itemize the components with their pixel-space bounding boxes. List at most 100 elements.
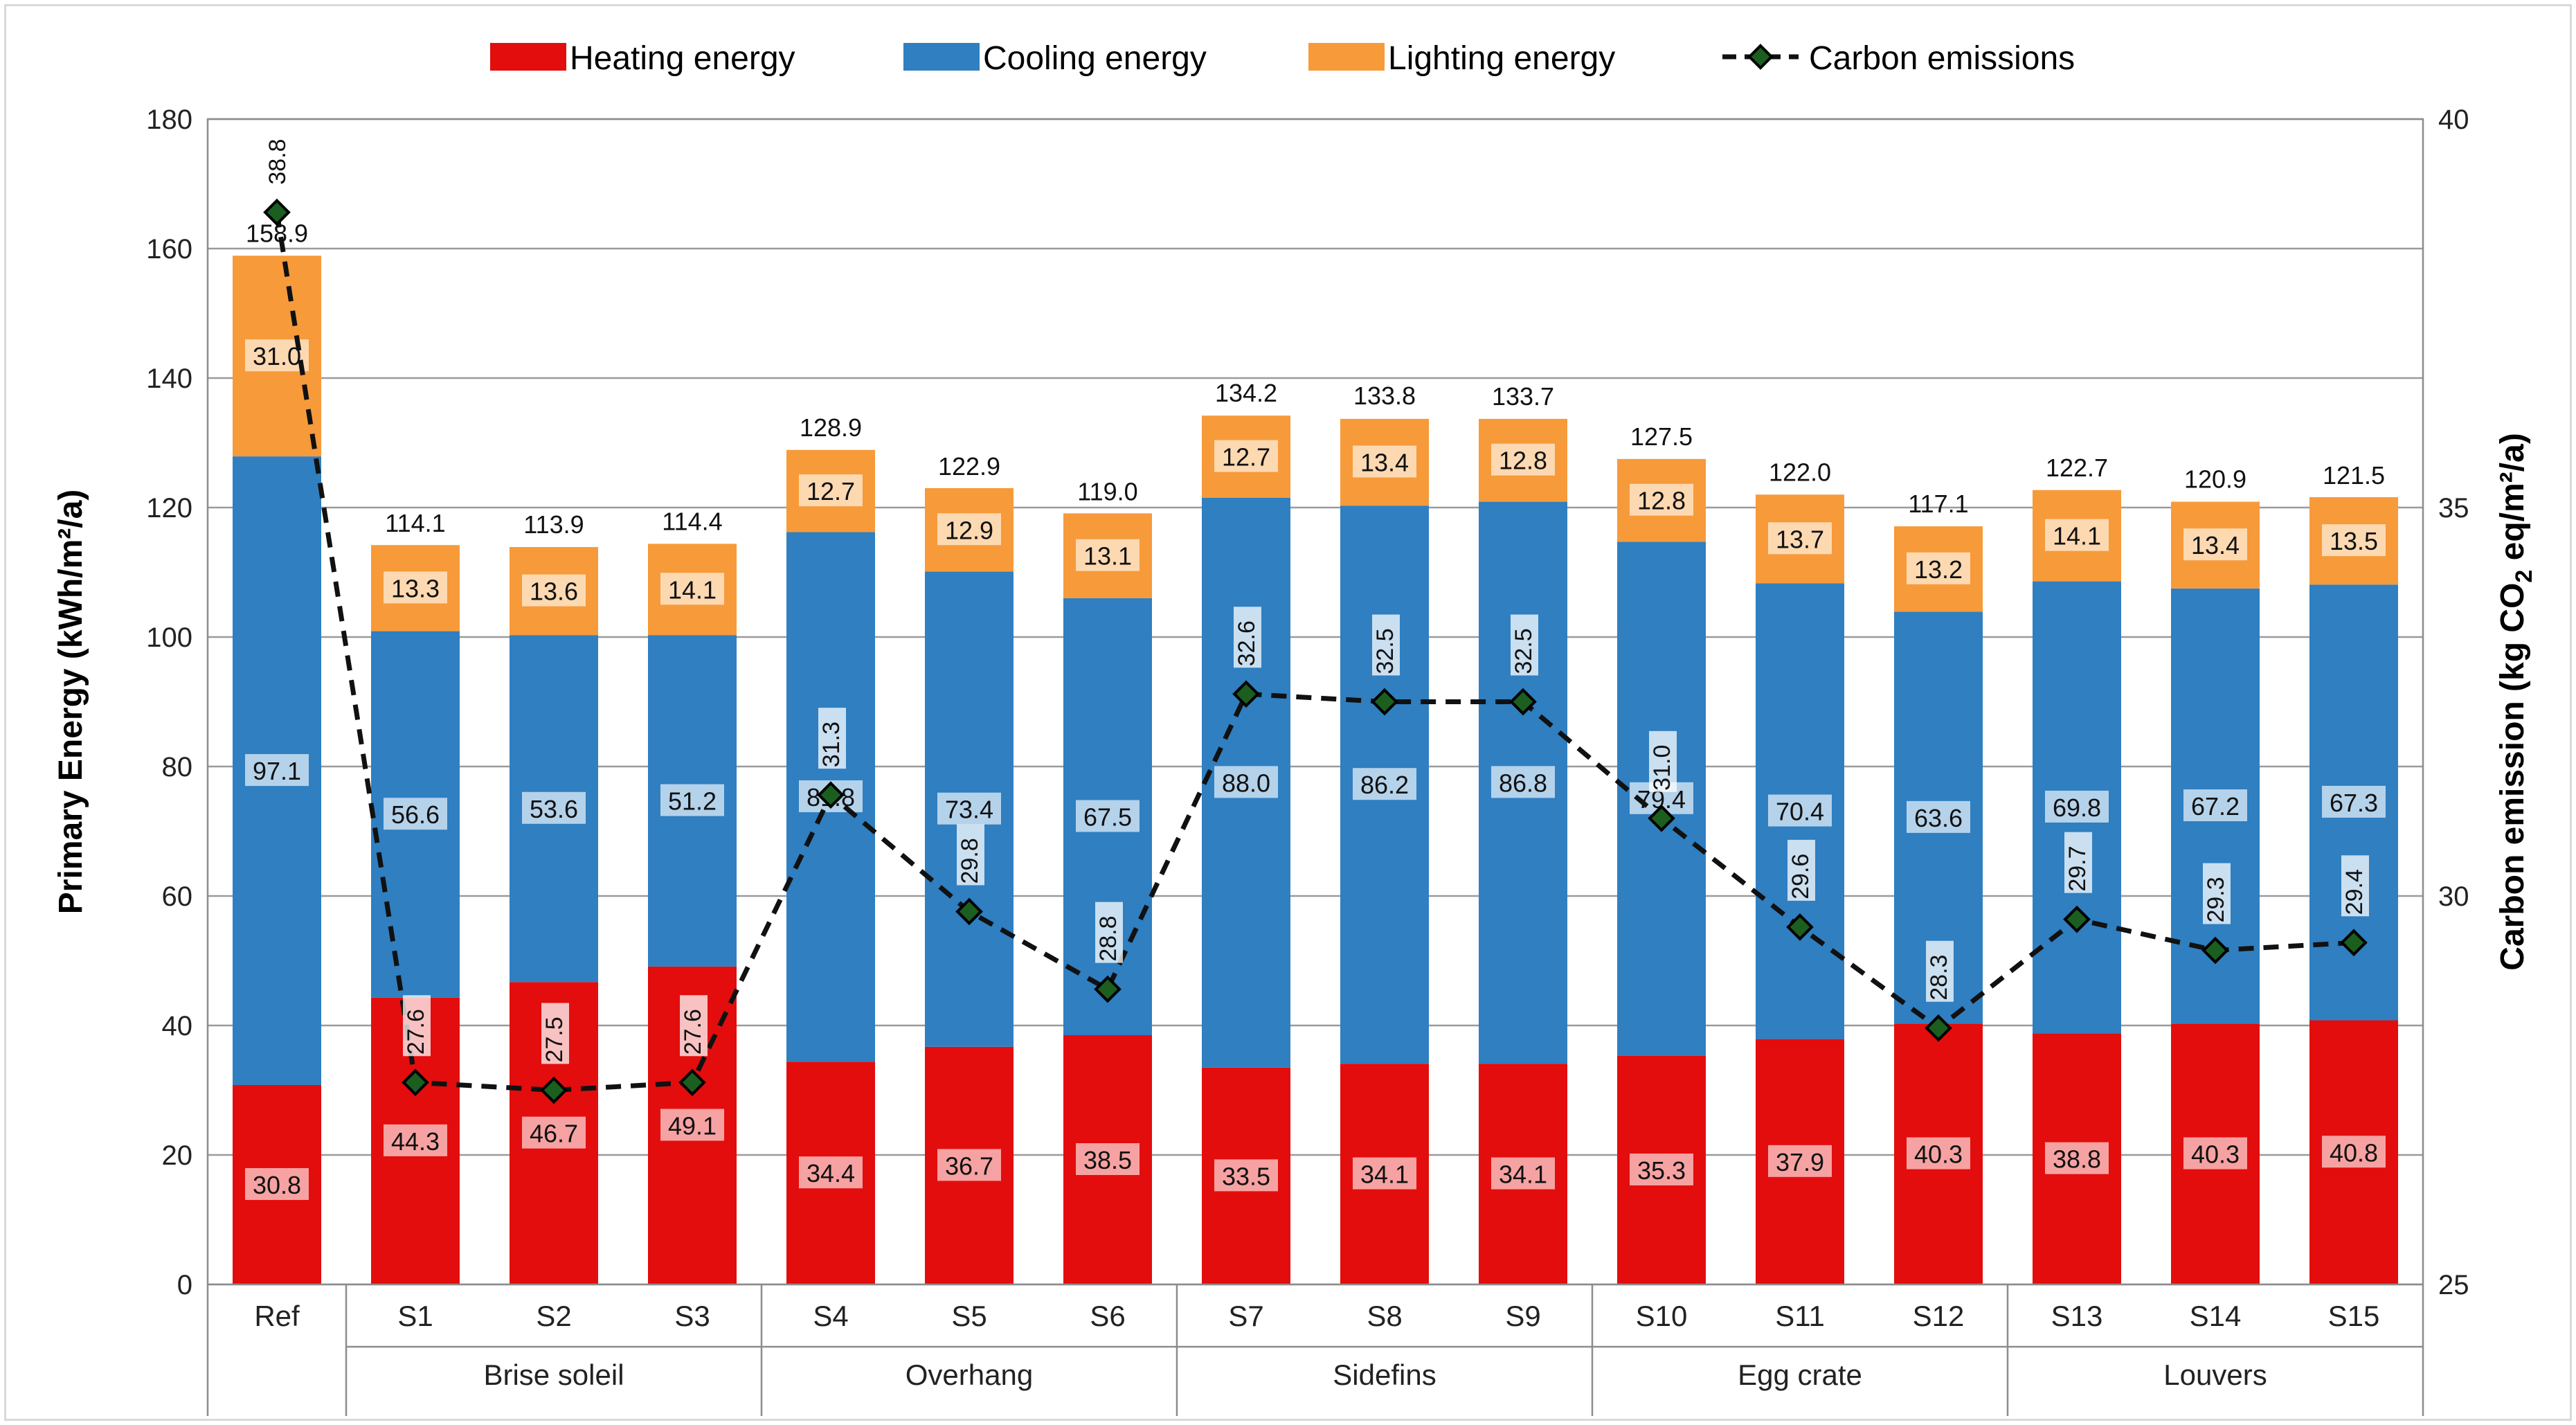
segment-value-label: 14.1 (660, 573, 724, 605)
x-category-label: S7 (1228, 1300, 1263, 1332)
label-box (1649, 731, 1677, 792)
label-box (660, 573, 724, 605)
segment-value-label: 53.6 (522, 791, 586, 824)
axis-layer: 0 20 40 60 80 100 120 140 160 180 25 30 35 40 Ref S1 S2 S… (53, 105, 2537, 1416)
segment-value-text: 38.8 (2053, 1145, 2101, 1174)
x-group-label: Brise soleil (483, 1359, 624, 1391)
label-box (522, 791, 586, 824)
label-box (2045, 1142, 2109, 1174)
carbon-emission-text: 38.8 (264, 138, 291, 184)
carbon-emission-marker (2201, 936, 2229, 965)
carbon-emission-text: 31.0 (1649, 745, 1675, 791)
segment-value-text: 40.3 (1914, 1140, 1963, 1169)
segment-value-label: 37.9 (1768, 1145, 1832, 1177)
label-box (2045, 790, 2109, 823)
segment-value-label: 12.7 (1214, 440, 1278, 472)
y-tick-label: 120 (146, 493, 192, 523)
carbon-emission-text: 29.6 (1787, 854, 1814, 899)
carbon-emission-text: 28.3 (1926, 955, 1952, 1001)
carbon-line-layer: 38.8 27.6 27.5 27.6 31.3 29.8 28.8 32.6 32.5 32.5… (263, 125, 2369, 1104)
carbon-emission-marker (678, 1068, 706, 1097)
segment-value-text: 12.9 (945, 516, 993, 544)
label-box (1491, 766, 1555, 798)
label-box (2322, 524, 2386, 557)
plot-border (206, 118, 2424, 1286)
segment-value-label: 49.1 (660, 1109, 724, 1141)
label-box (1907, 552, 1970, 584)
segment-value-label: 31.0 (245, 339, 309, 372)
label-box (384, 571, 447, 604)
segment-value-label: 13.4 (2183, 528, 2247, 561)
segment-value-label: 38.5 (1076, 1143, 1140, 1176)
label-box (2183, 1137, 2247, 1169)
carbon-emission-text: 32.5 (1372, 628, 1398, 674)
total-value-label: 113.9 (523, 510, 584, 539)
segment-value-label: 36.7 (937, 1149, 1001, 1181)
x-category-label: S14 (2190, 1300, 2242, 1332)
carbon-emission-marker (955, 897, 983, 926)
label-box (2341, 855, 2369, 917)
label-box (522, 1116, 586, 1149)
carbon-emission-text: 29.7 (2064, 845, 2091, 891)
label-box (1095, 902, 1123, 963)
carbon-emission-label: 38.8 (264, 125, 292, 186)
label-box (384, 798, 447, 830)
label-box (1926, 940, 1954, 1002)
segment-value-label: 13.6 (522, 574, 586, 607)
y-tick-label: 140 (146, 364, 192, 394)
label-box (1214, 440, 1278, 472)
total-value-label: 133.7 (1492, 382, 1554, 411)
x-category-label: S13 (2051, 1300, 2103, 1332)
carbon-emission-text: 32.5 (1511, 628, 1537, 674)
segment-value-text: 12.8 (1499, 447, 1547, 475)
segment-value-text: 13.1 (1083, 542, 1132, 571)
carbon-emission-label: 27.6 (403, 995, 431, 1057)
segment-value-label: 40.8 (2322, 1136, 2386, 1168)
carbon-emission-label: 32.5 (1511, 614, 1538, 676)
label-box (522, 574, 586, 607)
segment-value-text: 13.6 (530, 577, 578, 606)
segment-value-label: 34.4 (799, 1156, 863, 1189)
segment-value-text: 12.7 (1222, 443, 1270, 472)
label-box (1907, 1137, 1970, 1169)
segment-value-label: 14.1 (2045, 519, 2109, 551)
segment-value-text: 38.5 (1083, 1146, 1132, 1174)
segment-value-label: 88.0 (1214, 766, 1278, 798)
segment-value-label: 40.3 (1907, 1137, 1970, 1169)
carbon-emission-marker (1925, 1014, 1952, 1042)
label-box (2183, 789, 2247, 822)
segment-value-label: 35.3 (1630, 1153, 1693, 1185)
label-box (1214, 1159, 1278, 1192)
segment-value-text: 73.4 (945, 796, 993, 824)
segment-value-text: 49.1 (668, 1111, 717, 1140)
total-value-label: 121.5 (2323, 461, 2385, 490)
segment-value-text: 13.4 (2191, 531, 2240, 559)
x-category-label: S10 (1636, 1300, 1688, 1332)
label-box (1907, 800, 1970, 833)
carbon-emission-marker (817, 781, 845, 809)
carbon-emission-text: 28.8 (1095, 915, 1122, 961)
x-category-label: S15 (2328, 1300, 2380, 1332)
segment-value-text: 14.1 (2053, 522, 2101, 550)
y-axis-title: Primary Energy (kWh/m²/a) (53, 490, 89, 915)
total-value-label: 122.7 (2046, 454, 2108, 482)
segment-value-text: 86.2 (1360, 771, 1409, 799)
label-box (1353, 1157, 1416, 1190)
label-box (1353, 768, 1416, 800)
segment-value-label: 69.8 (2045, 790, 2109, 823)
chart-frame (4, 4, 2572, 1421)
segment-value-text: 86.8 (1499, 769, 1547, 797)
carbon-emission-text: 29.4 (2341, 869, 2368, 915)
carbon-emission-text: 32.6 (1234, 620, 1260, 666)
label-box (2322, 785, 2386, 818)
segment-value-text: 12.7 (807, 477, 855, 505)
legend-swatch (903, 43, 980, 71)
total-value-label: 117.1 (1908, 490, 1968, 518)
y2-title-part: Carbon emission (kg CO (2494, 583, 2531, 971)
x-group-label: Overhang (906, 1359, 1033, 1391)
segment-value-label: 51.2 (660, 784, 724, 816)
segment-value-text: 44.3 (391, 1127, 440, 1156)
label-box (541, 1003, 569, 1064)
label-box (384, 1124, 447, 1156)
segment-value-text: 46.7 (530, 1120, 578, 1148)
